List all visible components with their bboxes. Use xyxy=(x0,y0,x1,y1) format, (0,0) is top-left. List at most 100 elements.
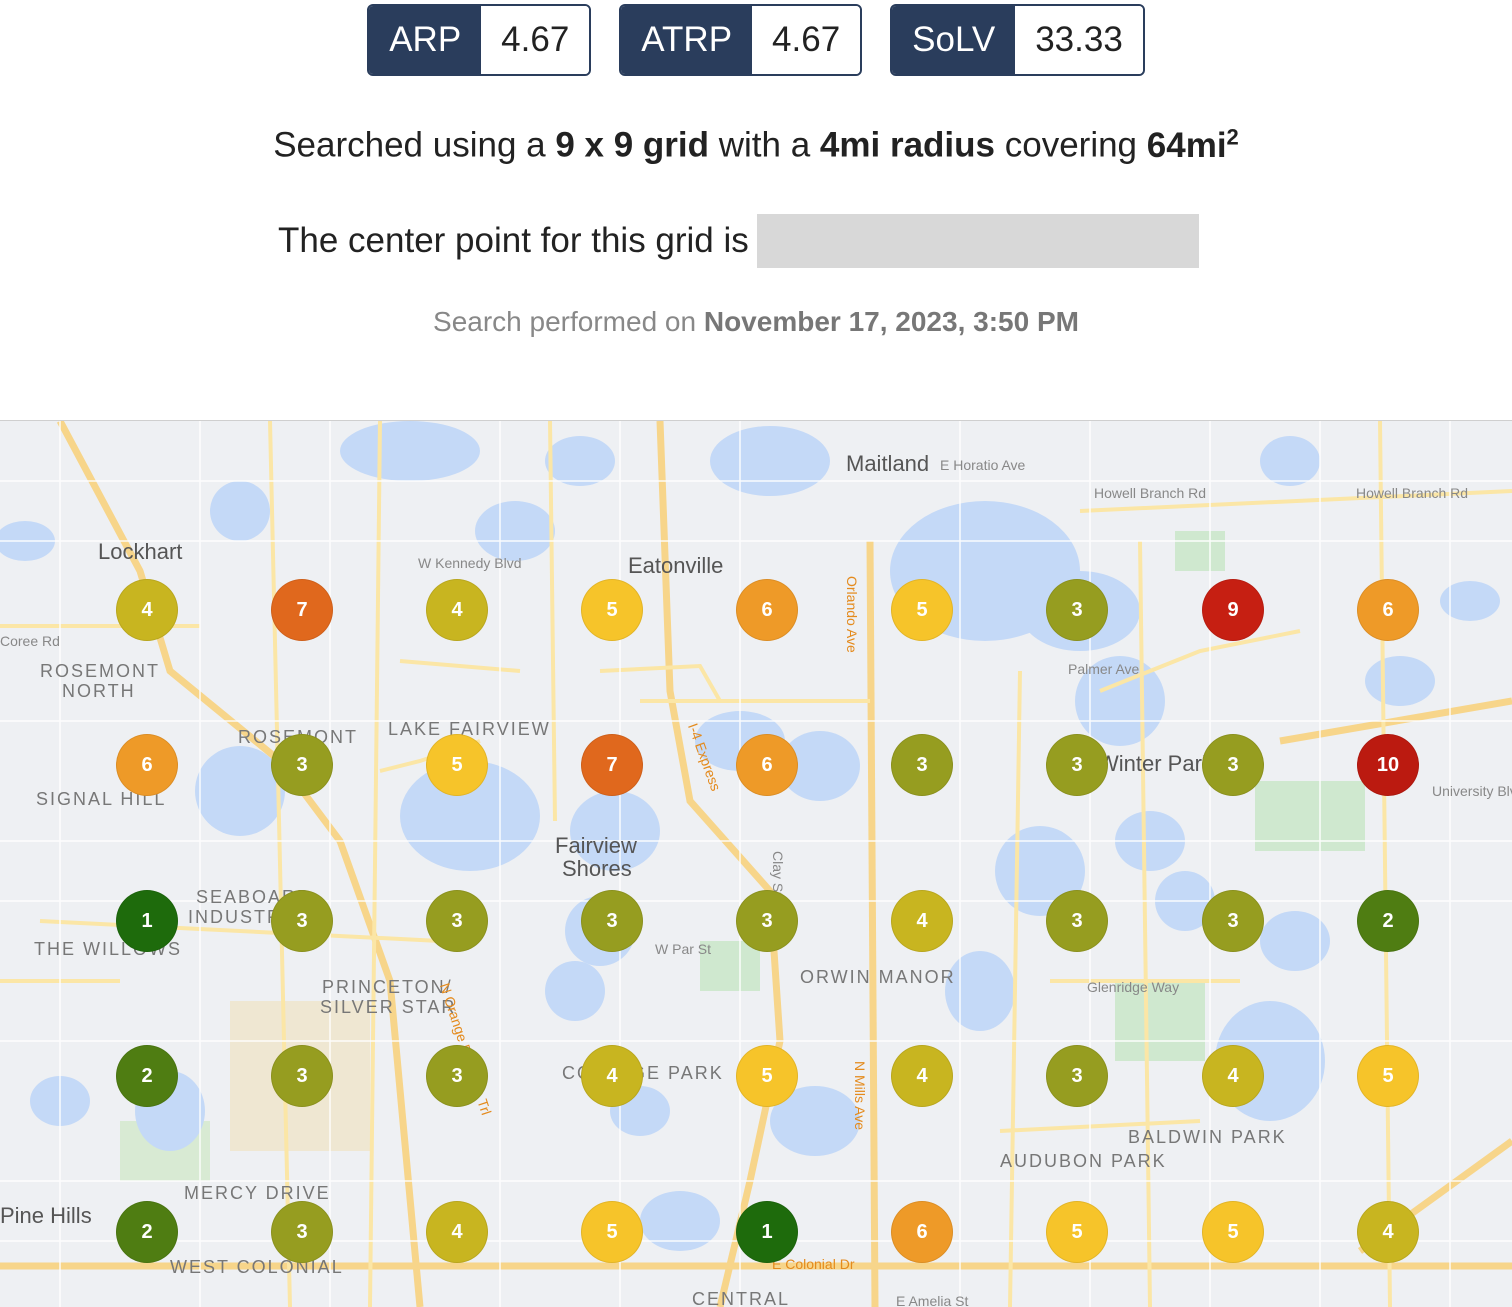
map-label: Eatonville xyxy=(628,553,724,578)
search-summary: Searched using a 9 x 9 grid with a 4mi r… xyxy=(0,124,1512,166)
rank-pin[interactable]: 5 xyxy=(736,1045,798,1107)
map-label: Coree Rd xyxy=(0,633,60,649)
map-label: SIGNAL HILL xyxy=(36,789,167,809)
rank-pin[interactable]: 3 xyxy=(891,734,953,796)
rank-pin[interactable]: 6 xyxy=(1357,579,1419,641)
date-value: November 17, 2023, 3:50 PM xyxy=(703,306,1079,337)
rank-pin[interactable]: 1 xyxy=(116,890,178,952)
area: 64mi2 xyxy=(1146,124,1239,165)
map-label: N Mills Ave xyxy=(852,1061,868,1130)
redacted-address xyxy=(756,214,1199,268)
map-label: SILVER STAR xyxy=(320,997,457,1017)
rank-pin[interactable]: 3 xyxy=(1046,1045,1108,1107)
rank-pin[interactable]: 1 xyxy=(736,1201,798,1263)
date-prefix: Search performed on xyxy=(433,306,697,337)
rank-pin[interactable]: 3 xyxy=(426,1045,488,1107)
center-point-label: The center point for this grid is xyxy=(278,221,749,260)
rank-pin[interactable]: 4 xyxy=(116,579,178,641)
rank-pin[interactable]: 3 xyxy=(271,890,333,952)
rank-pin[interactable]: 3 xyxy=(426,890,488,952)
rank-pin[interactable]: 6 xyxy=(116,734,178,796)
map-label: PRINCETON/ xyxy=(322,977,453,997)
map-label: AUDUBON PARK xyxy=(1000,1151,1167,1171)
rank-pin[interactable]: 5 xyxy=(581,1201,643,1263)
metric-value: 4.67 xyxy=(481,6,590,74)
rank-pin[interactable]: 2 xyxy=(116,1045,178,1107)
rank-pin[interactable]: 5 xyxy=(1046,1201,1108,1263)
rank-pin[interactable]: 10 xyxy=(1357,734,1419,796)
map-label: ORWIN MANOR xyxy=(800,967,956,987)
rank-pin[interactable]: 4 xyxy=(426,579,488,641)
rank-pin[interactable]: 6 xyxy=(891,1201,953,1263)
map-label: Palmer Ave xyxy=(1068,661,1140,677)
metric-atrp: ATRP 4.67 xyxy=(619,4,863,76)
map-label: E Horatio Ave xyxy=(940,457,1026,473)
map-label: Glenridge Way xyxy=(1087,979,1180,995)
map-label: WEST COLONIAL xyxy=(170,1257,344,1277)
rank-pin[interactable]: 2 xyxy=(1357,890,1419,952)
search-date: Search performed on November 17, 2023, 3… xyxy=(0,306,1512,338)
rank-pin[interactable]: 4 xyxy=(891,1045,953,1107)
radius: 4mi radius xyxy=(819,125,995,165)
map-label: Lockhart xyxy=(98,539,183,564)
map-label: Howell Branch Rd xyxy=(1094,485,1207,501)
metric-value: 33.33 xyxy=(1015,6,1143,74)
rank-pin[interactable]: 3 xyxy=(736,890,798,952)
rank-pin[interactable]: 5 xyxy=(426,734,488,796)
rank-pin[interactable]: 7 xyxy=(581,734,643,796)
map-label: Fairview xyxy=(555,833,637,858)
metric-label: SoLV xyxy=(892,6,1016,74)
rank-pin[interactable]: 3 xyxy=(1046,890,1108,952)
map-label: E Amelia St xyxy=(896,1293,969,1307)
rank-pin[interactable]: 5 xyxy=(581,579,643,641)
map-label: Orlando Ave xyxy=(844,576,860,653)
search-prefix: Searched using a xyxy=(273,125,546,165)
map-label: Clay St xyxy=(770,851,786,897)
rank-pin[interactable]: 3 xyxy=(1202,890,1264,952)
map-label: Howell Branch Rd xyxy=(1356,485,1469,501)
rank-pin[interactable]: 4 xyxy=(891,890,953,952)
rank-pin[interactable]: 4 xyxy=(1357,1201,1419,1263)
rank-pin[interactable]: 3 xyxy=(271,734,333,796)
rank-pin[interactable]: 6 xyxy=(736,579,798,641)
map-label: Winter Park xyxy=(1098,751,1213,776)
rank-pin[interactable]: 3 xyxy=(1202,734,1264,796)
map-label: ROSEMONT xyxy=(40,661,161,681)
rank-pin[interactable]: 3 xyxy=(271,1045,333,1107)
search-covering: covering xyxy=(1004,125,1138,165)
rank-pin[interactable]: 3 xyxy=(581,890,643,952)
rank-pin[interactable]: 6 xyxy=(736,734,798,796)
metric-solv: SoLV 33.33 xyxy=(890,4,1145,76)
map-label: W Kennedy Blvd xyxy=(418,555,522,571)
map-label: University Blvd xyxy=(1432,783,1512,799)
rank-pin[interactable]: 5 xyxy=(1357,1045,1419,1107)
map-label: CENTRAL xyxy=(692,1289,791,1307)
metrics-bar: ARP 4.67 ATRP 4.67 SoLV 33.33 xyxy=(0,4,1512,76)
search-with: with a xyxy=(718,125,811,165)
metric-label: ATRP xyxy=(621,6,753,74)
rank-pin[interactable]: 4 xyxy=(581,1045,643,1107)
grid-size: 9 x 9 grid xyxy=(555,125,710,165)
map-label: LAKE FAIRVIEW xyxy=(388,719,551,739)
rank-pin[interactable]: 9 xyxy=(1202,579,1264,641)
map-label: W Par St xyxy=(655,941,712,957)
map-label: BALDWIN PARK xyxy=(1128,1127,1287,1147)
map-label: Maitland xyxy=(846,451,930,476)
map-label: E Colonial Dr xyxy=(772,1256,855,1272)
metric-label: ARP xyxy=(369,6,482,74)
rank-pin[interactable]: 3 xyxy=(1046,579,1108,641)
rank-pin[interactable]: 2 xyxy=(116,1201,178,1263)
metric-arp: ARP 4.67 xyxy=(367,4,592,76)
rank-pin[interactable]: 7 xyxy=(271,579,333,641)
map-label: Pine Hills xyxy=(0,1203,92,1228)
rank-pin[interactable]: 5 xyxy=(1202,1201,1264,1263)
rank-pin[interactable]: 4 xyxy=(1202,1045,1264,1107)
rank-pin[interactable]: 3 xyxy=(271,1201,333,1263)
metric-value: 4.67 xyxy=(752,6,861,74)
map-base xyxy=(0,421,1512,1307)
rank-pin[interactable]: 4 xyxy=(426,1201,488,1263)
grid-map[interactable]: Lockhart Maitland Eatonville Fairview Shores… xyxy=(0,420,1512,1307)
rank-pin[interactable]: 3 xyxy=(1046,734,1108,796)
rank-pin[interactable]: 5 xyxy=(891,579,953,641)
map-label: Shores xyxy=(562,856,632,881)
